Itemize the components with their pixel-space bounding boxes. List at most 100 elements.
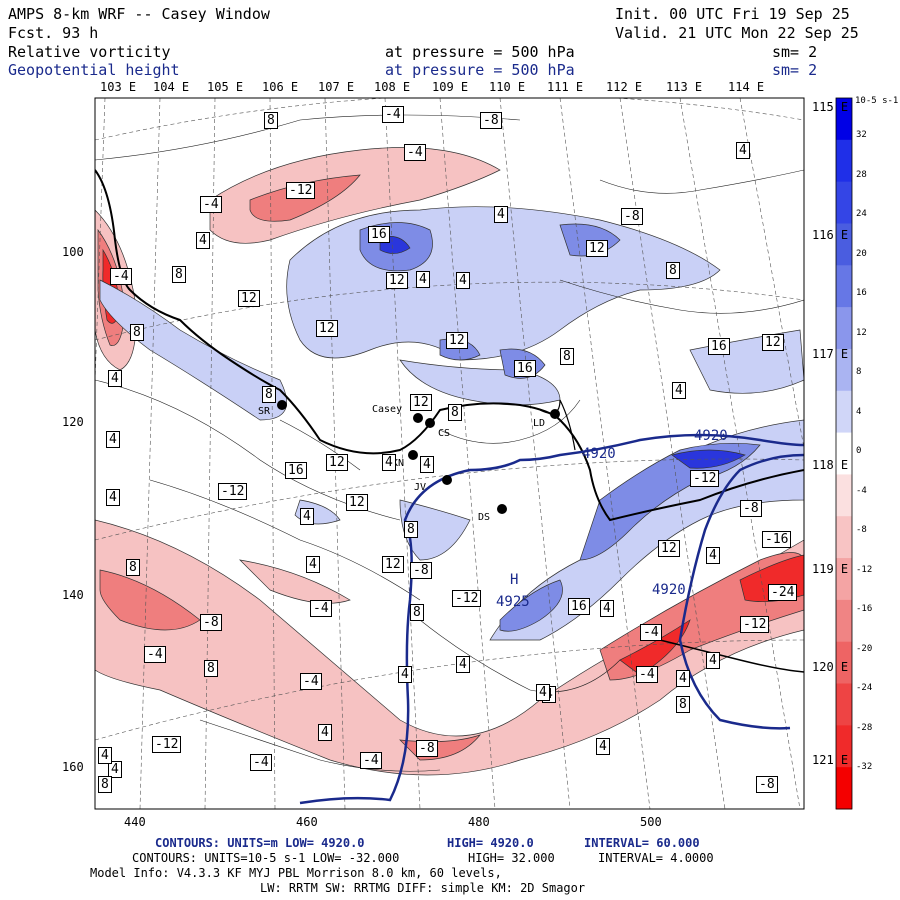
vorticity-contour-label: 4	[456, 656, 470, 673]
vorticity-contour-label: 4	[306, 556, 320, 573]
vorticity-contour-label: -8	[756, 776, 778, 793]
colorbar-swatch	[836, 767, 852, 809]
vorticity-contour-label: 16	[368, 226, 390, 243]
lon-right: 119 E	[812, 562, 848, 576]
colorbar-label: 12	[856, 328, 867, 338]
vorticity-contour-label: 4	[318, 724, 332, 741]
vorticity-contour-label: 4	[108, 370, 122, 387]
station-label: LD	[533, 418, 545, 429]
vorticity-contour-label: 12	[586, 240, 608, 257]
station-label: CS	[438, 428, 450, 439]
colorbar-label: 0	[856, 446, 861, 456]
vorticity-contour-label: 16	[568, 598, 590, 615]
footer-vort-high: HIGH= 32.000	[468, 851, 555, 865]
vorticity-contour-label: -4	[200, 196, 222, 213]
colorbar-swatch	[836, 391, 852, 433]
vorticity-contour-label: 8	[130, 324, 144, 341]
colorbar-label: 16	[856, 288, 867, 298]
lon-right: 117 E	[812, 347, 848, 361]
footer-vort-interval: INTERVAL= 4.0000	[598, 851, 714, 865]
x-tick: 440	[124, 815, 146, 829]
x-tick: 500	[640, 815, 662, 829]
vorticity-contour-label: -4	[310, 600, 332, 617]
vorticity-contour-label: -16	[762, 531, 791, 548]
vorticity-contour-label: 12	[316, 320, 338, 337]
station-label: DS	[478, 512, 490, 523]
vorticity-contour-label: 4	[676, 670, 690, 687]
colorbar-swatch	[836, 600, 852, 642]
vorticity-contour-label: 4	[106, 489, 120, 506]
vorticity-contour-label: 8	[666, 262, 680, 279]
height-label: 4920	[694, 428, 728, 444]
vorticity-contour-label: 12	[446, 332, 468, 349]
footer-height-high: HIGH= 4920.0	[447, 836, 534, 850]
height-label: 4925	[496, 594, 530, 610]
colorbar-label: 8	[856, 367, 861, 377]
vorticity-contour-label: 4	[600, 600, 614, 617]
colorbar-label: -24	[856, 683, 872, 693]
vorticity-contour-label: 8	[560, 348, 574, 365]
vorticity-contour-label: 8	[172, 266, 186, 283]
vorticity-contour-label: 4	[456, 272, 470, 289]
lon-right: 118 E	[812, 458, 848, 472]
footer-vort-contours: CONTOURS: UNITS=10-5 s-1 LOW= -32.000	[132, 851, 399, 865]
vorticity-contour-label: 4	[398, 666, 412, 683]
vorticity-contour-label: 12	[386, 272, 408, 289]
colorbar-label: 24	[856, 209, 867, 219]
colorbar-label: -8	[856, 525, 867, 535]
station-label: SR	[258, 406, 270, 417]
station-dot-ds	[497, 504, 507, 514]
map-svg	[0, 0, 900, 900]
colorbar	[836, 98, 852, 810]
colorbar-label: -20	[856, 644, 872, 654]
vorticity-contour-label: 8	[448, 404, 462, 421]
vorticity-contour-label: 8	[404, 521, 418, 538]
colorbar-label: -4	[856, 486, 867, 496]
station-dot-casey	[413, 413, 423, 423]
colorbar-label: 28	[856, 170, 867, 180]
vorticity-contour-label: 4	[196, 232, 210, 249]
colorbar-swatch	[836, 307, 852, 349]
vorticity-contour-label: 12	[410, 394, 432, 411]
vorticity-contour-label: 4	[706, 547, 720, 564]
vorticity-contour-label: 4	[536, 684, 550, 701]
station-dot-jv	[442, 475, 452, 485]
lon-right: 120 E	[812, 660, 848, 674]
vorticity-contour-label: -8	[200, 614, 222, 631]
vorticity-contour-label: 4	[736, 142, 750, 159]
vorticity-contour-label: -8	[410, 562, 432, 579]
vorticity-contour-label: -4	[250, 754, 272, 771]
vorticity-contour-label: 4	[596, 738, 610, 755]
vorticity-contour-label: 16	[285, 462, 307, 479]
vorticity-contour-label: 4	[706, 652, 720, 669]
y-tick: 160	[62, 760, 84, 774]
colorbar-label: -32	[856, 762, 872, 772]
vorticity-contour-label: 8	[264, 112, 278, 129]
vorticity-contour-label: 8	[676, 696, 690, 713]
station-dot-kn	[408, 450, 418, 460]
colorbar-label: -12	[856, 565, 872, 575]
colorbar-label: 20	[856, 249, 867, 259]
colorbar-label: 4	[856, 407, 861, 417]
colorbar-label: -28	[856, 723, 872, 733]
vorticity-contour-label: 12	[762, 334, 784, 351]
colorbar-unit: 10-5 s-1	[855, 96, 898, 106]
vorticity-contour-label: 12	[658, 540, 680, 557]
vorticity-contour-label: 4	[420, 456, 434, 473]
vorticity-contour-label: -8	[416, 740, 438, 757]
station-dot-ld	[550, 409, 560, 419]
colorbar-label: 32	[856, 130, 867, 140]
vorticity-contour-label: 8	[126, 559, 140, 576]
vorticity-contour-label: 12	[326, 454, 348, 471]
vorticity-contour-label: 16	[514, 360, 536, 377]
map-fields	[80, 94, 870, 809]
vorticity-contour-label: 4	[300, 508, 314, 525]
vorticity-contour-label: 4	[494, 206, 508, 223]
vorticity-contour-label: -12	[690, 470, 719, 487]
vorticity-contour-label: -24	[768, 584, 797, 601]
vorticity-contour-label: -12	[152, 736, 181, 753]
vorticity-contour-label: -12	[452, 590, 481, 607]
height-label: 4920	[652, 582, 686, 598]
colorbar-swatch	[836, 140, 852, 182]
colorbar-swatch	[836, 182, 852, 224]
